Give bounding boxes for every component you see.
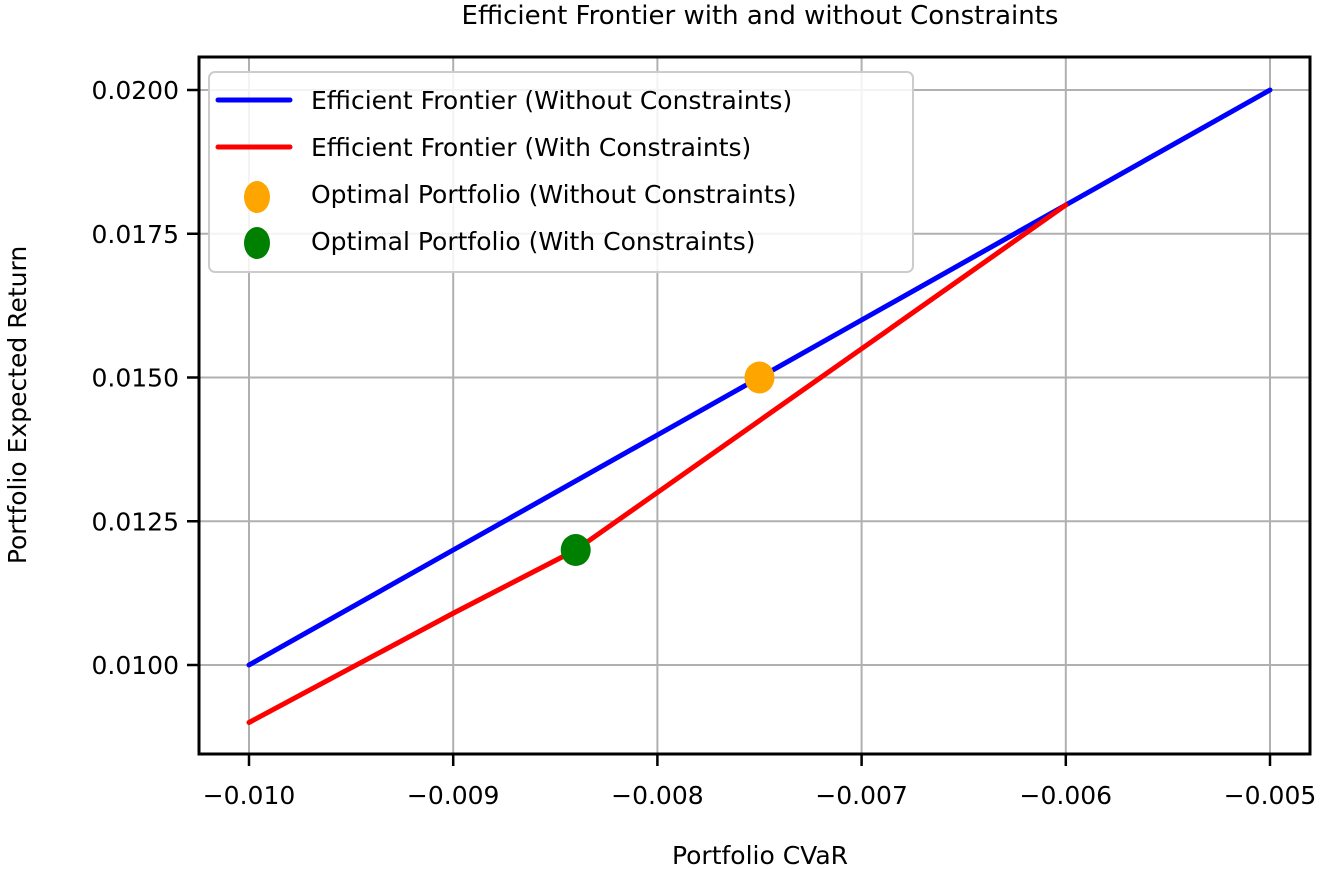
legend-label-optimal-unconstrained: Optimal Portfolio (Without Constraints) [311,180,796,209]
y-tick-label: 0.0200 [92,76,179,105]
optimal-constrained-point [560,534,591,566]
axis-ticks: −0.010 −0.009 −0.008 −0.007 −0.006 −0.005 0.01… [92,76,1317,810]
frontier-constrained-line [246,202,1069,725]
legend-box [208,71,914,273]
optimal-unconstrained-point [744,361,775,394]
x-tick-label: −0.008 [611,781,704,810]
chart-title: Efficient Frontier with and without Cons… [462,1,1059,31]
series-layer [246,87,1273,725]
y-axis-label: Portfolio Expected Return [3,246,32,564]
legend-orange-circle-icon [244,181,270,213]
y-tick-label: 0.0175 [92,220,179,249]
y-tick-label: 0.0125 [92,507,179,536]
legend-green-circle-icon [244,227,270,259]
legend: Efficient Frontier (Without Constraints)… [208,71,914,273]
x-tick-label: −0.006 [1020,781,1113,810]
y-tick-label: 0.0100 [92,651,179,680]
legend-label-optimal-constrained: Optimal Portfolio (With Constraints) [311,227,756,256]
x-tick-label: −0.010 [203,781,296,810]
y-tick-label: 0.0150 [92,364,179,393]
x-tick-label: −0.009 [407,781,500,810]
x-tick-label: −0.005 [1224,781,1317,810]
x-tick-label: −0.007 [815,781,908,810]
legend-label-frontier-unconstrained: Efficient Frontier (Without Constraints) [311,86,792,115]
plot-frame [197,55,1312,756]
legend-label-frontier-constrained: Efficient Frontier (With Constraints) [311,133,751,162]
x-axis-label: Portfolio CVaR [672,841,848,869]
